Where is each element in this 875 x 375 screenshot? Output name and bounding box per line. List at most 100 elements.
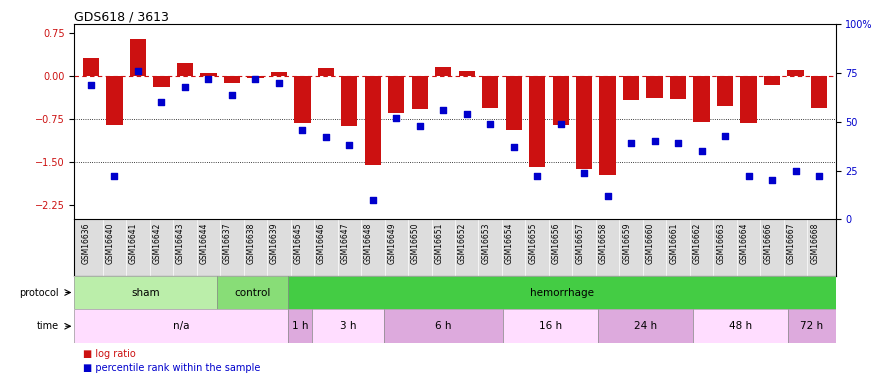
Text: GSM16636: GSM16636: [82, 222, 91, 264]
Text: GSM16659: GSM16659: [622, 222, 631, 264]
Text: GSM16641: GSM16641: [129, 222, 138, 264]
Bar: [811, 76, 828, 108]
Text: GSM16637: GSM16637: [223, 222, 232, 264]
Text: GSM16638: GSM16638: [246, 222, 256, 264]
Text: 24 h: 24 h: [634, 321, 657, 331]
Bar: [383, 309, 502, 343]
Point: [295, 127, 309, 133]
Text: GSM16648: GSM16648: [364, 222, 373, 264]
Text: 72 h: 72 h: [801, 321, 823, 331]
Point: [389, 115, 403, 121]
Point: [366, 197, 380, 203]
Text: 48 h: 48 h: [729, 321, 752, 331]
Bar: [717, 76, 733, 106]
Point: [342, 142, 356, 148]
Bar: [670, 76, 686, 99]
Bar: [482, 76, 499, 108]
Point: [812, 174, 826, 180]
Text: GSM16651: GSM16651: [434, 222, 444, 264]
Text: time: time: [37, 321, 60, 331]
Point: [248, 76, 262, 82]
Point: [84, 82, 98, 88]
Bar: [576, 76, 592, 169]
Text: GSM16643: GSM16643: [176, 222, 185, 264]
Bar: [318, 68, 334, 76]
Text: GSM16640: GSM16640: [105, 222, 115, 264]
Point: [178, 84, 192, 90]
Text: GSM16653: GSM16653: [481, 222, 490, 264]
Bar: [224, 76, 240, 84]
Bar: [365, 76, 381, 165]
Point: [272, 80, 286, 86]
Point: [131, 68, 145, 74]
Bar: [74, 309, 289, 343]
Point: [601, 193, 615, 199]
Text: GSM16642: GSM16642: [152, 222, 161, 264]
Text: GSM16646: GSM16646: [317, 222, 326, 264]
Text: GSM16662: GSM16662: [693, 222, 702, 264]
Point: [318, 135, 332, 141]
Bar: [294, 76, 311, 123]
Text: GSM16656: GSM16656: [552, 222, 561, 264]
Text: GSM16655: GSM16655: [528, 222, 537, 264]
Bar: [289, 276, 836, 309]
Point: [225, 92, 239, 98]
Text: GSM16660: GSM16660: [646, 222, 654, 264]
Bar: [106, 76, 123, 125]
Bar: [177, 63, 193, 76]
Text: GSM16668: GSM16668: [810, 222, 819, 264]
Point: [554, 121, 568, 127]
Text: control: control: [234, 288, 271, 297]
Bar: [458, 71, 475, 76]
Text: GSM16663: GSM16663: [717, 222, 725, 264]
Bar: [130, 39, 146, 76]
Point: [695, 148, 709, 154]
Text: GSM16658: GSM16658: [598, 222, 608, 264]
Bar: [270, 72, 287, 76]
Bar: [435, 67, 452, 76]
Text: 1 h: 1 h: [292, 321, 309, 331]
Bar: [341, 76, 358, 126]
Bar: [623, 76, 640, 100]
Bar: [529, 76, 545, 167]
Bar: [289, 309, 312, 343]
Bar: [740, 76, 757, 123]
Text: GSM16666: GSM16666: [763, 222, 773, 264]
Bar: [153, 76, 170, 87]
Bar: [552, 76, 569, 125]
Point: [671, 140, 685, 146]
Text: GSM16667: GSM16667: [787, 222, 795, 264]
Point: [507, 144, 521, 150]
Bar: [764, 76, 780, 85]
Bar: [502, 309, 598, 343]
Point: [154, 99, 168, 105]
Text: GDS618 / 3613: GDS618 / 3613: [74, 10, 169, 23]
Text: GSM16647: GSM16647: [340, 222, 349, 264]
Text: GSM16652: GSM16652: [458, 222, 466, 264]
Bar: [598, 309, 693, 343]
Text: GSM16654: GSM16654: [505, 222, 514, 264]
Text: n/a: n/a: [173, 321, 190, 331]
Bar: [599, 76, 616, 175]
Text: GSM16650: GSM16650: [410, 222, 420, 264]
Bar: [312, 309, 383, 343]
Bar: [411, 76, 428, 109]
Text: GSM16661: GSM16661: [669, 222, 678, 264]
Point: [578, 170, 592, 176]
Bar: [388, 76, 404, 113]
Text: GSM16649: GSM16649: [388, 222, 396, 264]
Bar: [647, 76, 663, 98]
Bar: [82, 58, 99, 76]
Text: 3 h: 3 h: [340, 321, 356, 331]
Point: [718, 132, 732, 138]
Point: [201, 76, 215, 82]
Text: hemorrhage: hemorrhage: [530, 288, 594, 297]
Point: [483, 121, 497, 127]
Text: GSM16644: GSM16644: [200, 222, 208, 264]
Text: protocol: protocol: [19, 288, 60, 297]
Point: [648, 138, 662, 144]
Point: [766, 177, 780, 183]
Bar: [247, 76, 263, 78]
Point: [459, 111, 473, 117]
Bar: [506, 76, 522, 130]
